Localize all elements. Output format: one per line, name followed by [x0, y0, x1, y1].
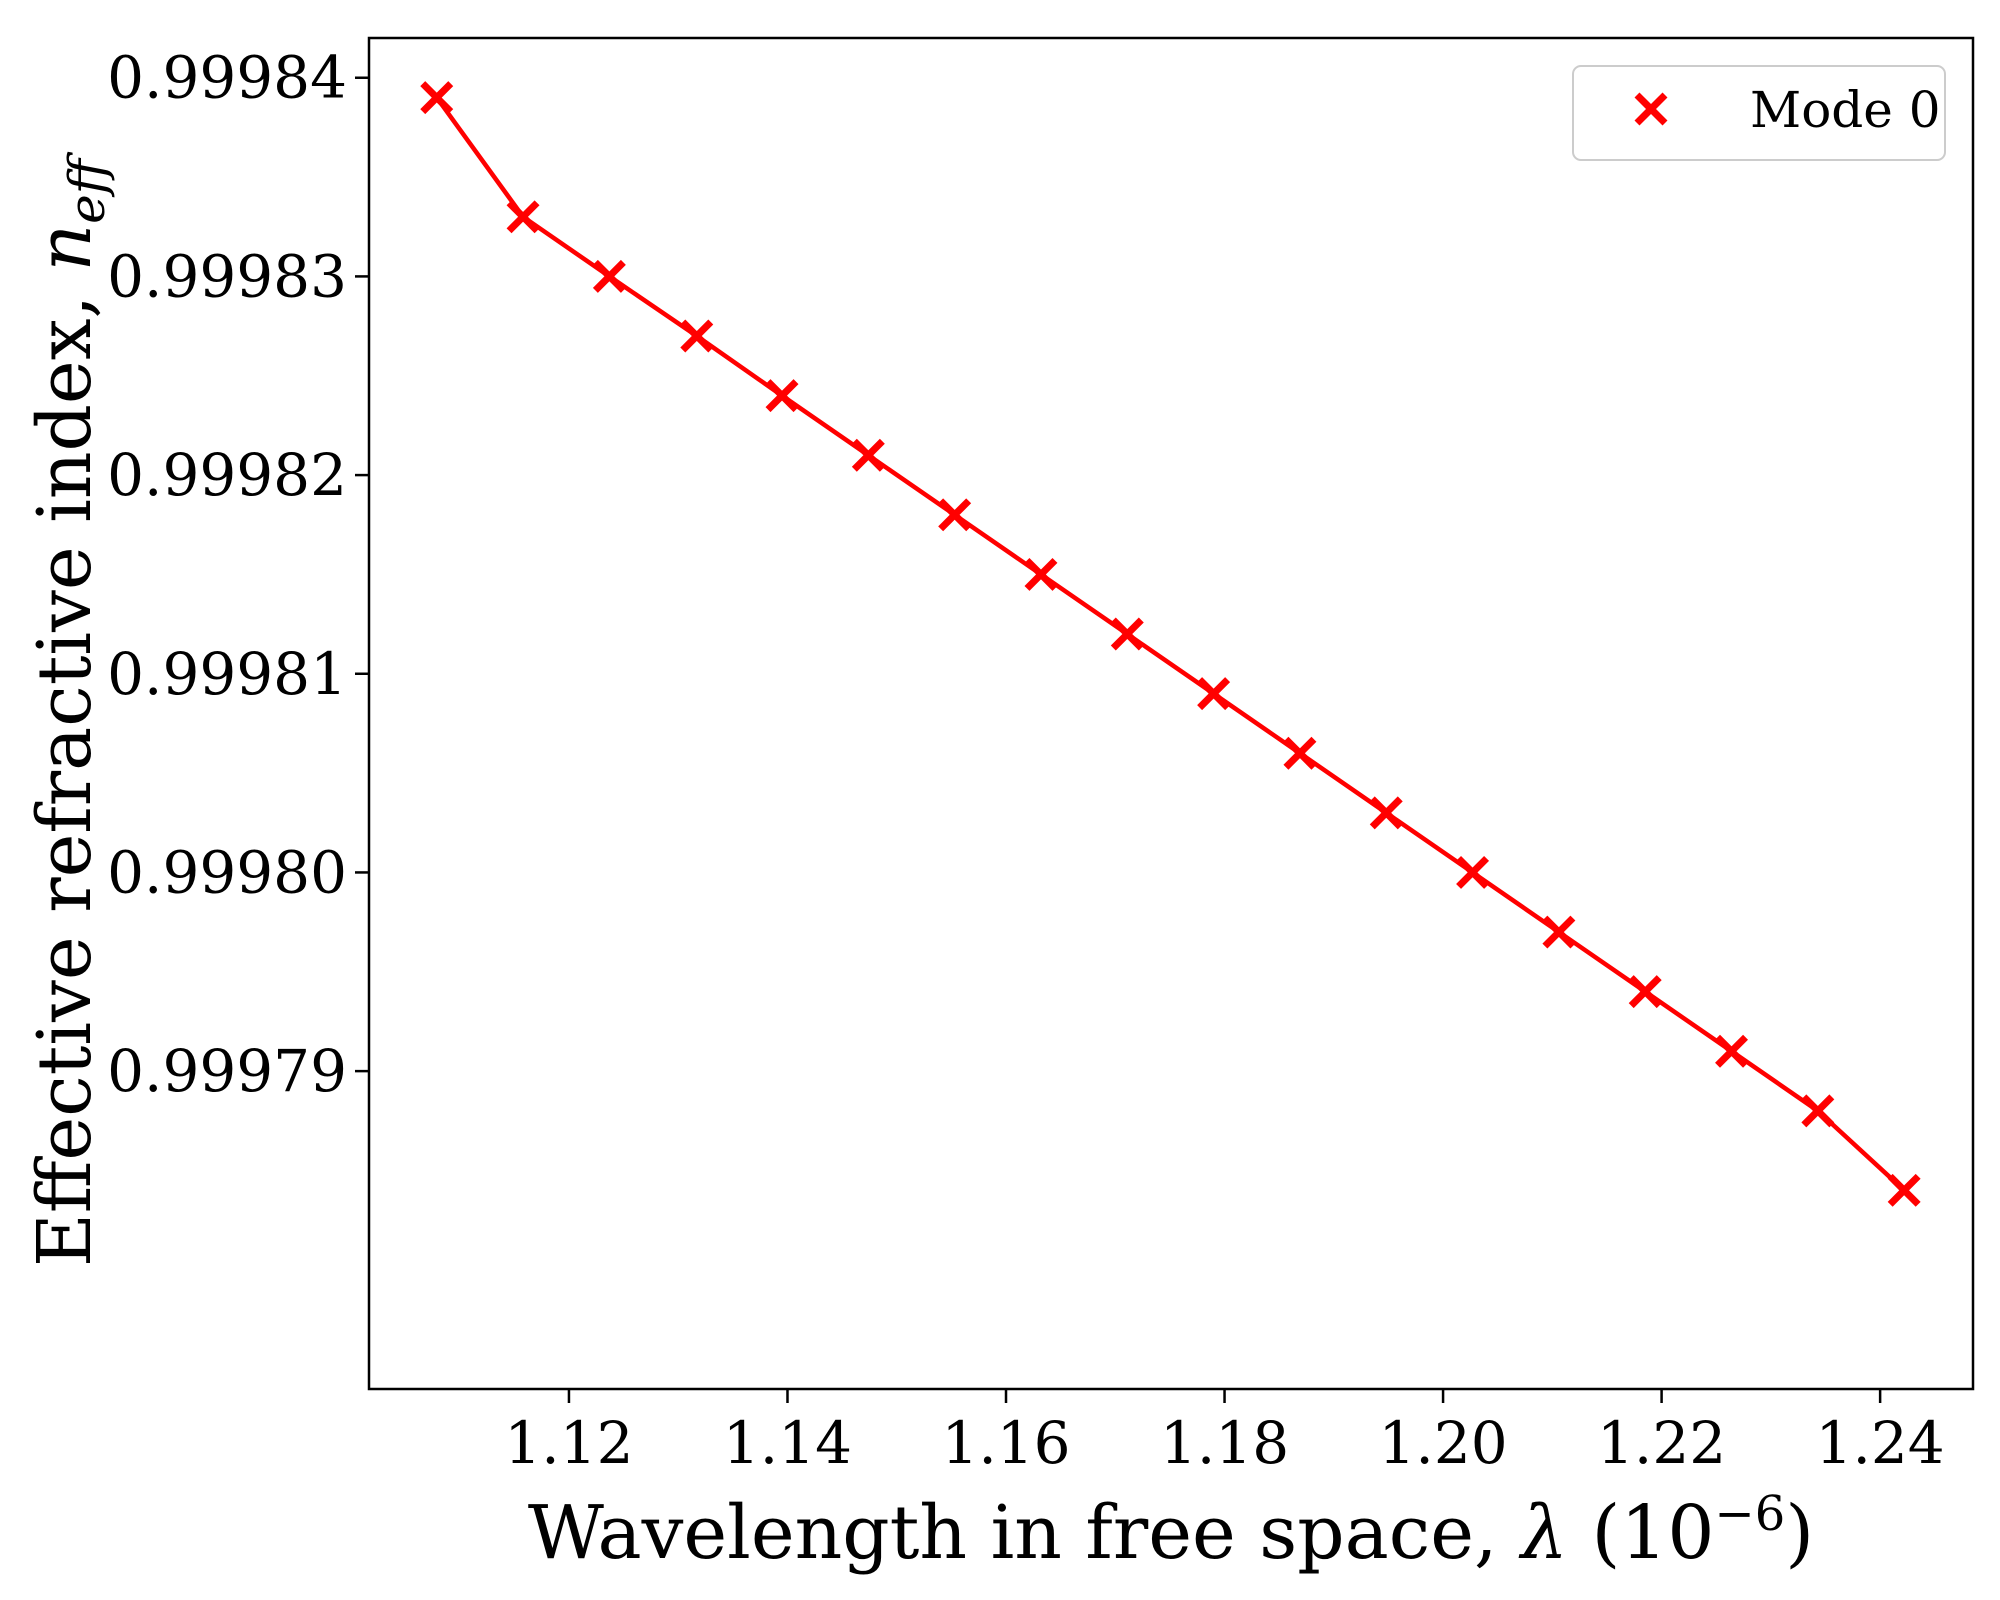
legend-box [1572, 65, 1946, 161]
data-point [1628, 975, 1662, 1009]
data-point [1369, 796, 1403, 830]
x-tick-label: 1.22 [1597, 1409, 1726, 1477]
data-point [1456, 855, 1490, 889]
data-point [1283, 736, 1317, 770]
legend-label-mode-0: Mode 0 [1750, 81, 1941, 139]
y-axis-ticks: 0.99979 0.99980 0.99981 0.99982 0.99983 0.999… [107, 44, 369, 1105]
y-axis-title-subscript: eff [58, 151, 116, 224]
legend-marker-x-icon [1634, 92, 1668, 126]
x-tick-label: 1.20 [1378, 1409, 1507, 1477]
y-axis-title-symbol: n [22, 224, 108, 272]
data-point [1197, 677, 1231, 711]
y-axis-title: Effective refractive index, neff [22, 151, 116, 1267]
legend: Mode 0 [1572, 65, 1946, 161]
data-point [680, 319, 714, 353]
y-tick-label: 0.99982 [107, 441, 347, 509]
x-axis-ticks: 1.12 1.14 1.16 1.18 1.20 1.22 1.24 [504, 1389, 1945, 1477]
data-point [1801, 1094, 1835, 1128]
y-tick-label: 0.99980 [107, 838, 347, 906]
data-point [1110, 617, 1144, 651]
x-tick-label: 1.24 [1816, 1409, 1945, 1477]
x-axis-title-unit-exponent: −6 [1715, 1486, 1786, 1542]
x-axis-title-symbol: λ [1518, 1490, 1568, 1576]
x-axis-title: Wavelength in free space, λ (10−6) [528, 1486, 1814, 1576]
x-axis-title-text: Wavelength in free space, [528, 1490, 1521, 1576]
series-layer [420, 81, 1921, 1207]
x-tick-label: 1.16 [941, 1409, 1070, 1477]
x-axis-title-unit-suffix: ) [1785, 1490, 1814, 1576]
y-tick-label: 0.99981 [107, 640, 347, 708]
data-point [1715, 1034, 1749, 1068]
plot-frame [367, 36, 1975, 1391]
x-tick-label: 1.12 [504, 1409, 633, 1477]
data-point [1542, 915, 1576, 949]
y-axis-title-text: Effective refractive index, [22, 272, 108, 1268]
data-point [1887, 1173, 1921, 1207]
data-point [420, 81, 454, 115]
y-tick-label: 0.99984 [107, 44, 347, 112]
y-tick-label: 0.99983 [107, 242, 347, 310]
data-point [592, 259, 626, 293]
y-tick-label: 0.99979 [107, 1037, 347, 1105]
data-point [765, 379, 799, 413]
data-point [851, 438, 885, 472]
x-axis-title-unit-prefix: (10 [1568, 1490, 1715, 1576]
data-point [1024, 557, 1058, 591]
x-tick-label: 1.14 [723, 1409, 852, 1477]
x-tick-label: 1.18 [1160, 1409, 1289, 1477]
data-point [938, 498, 972, 532]
data-point [506, 200, 540, 234]
